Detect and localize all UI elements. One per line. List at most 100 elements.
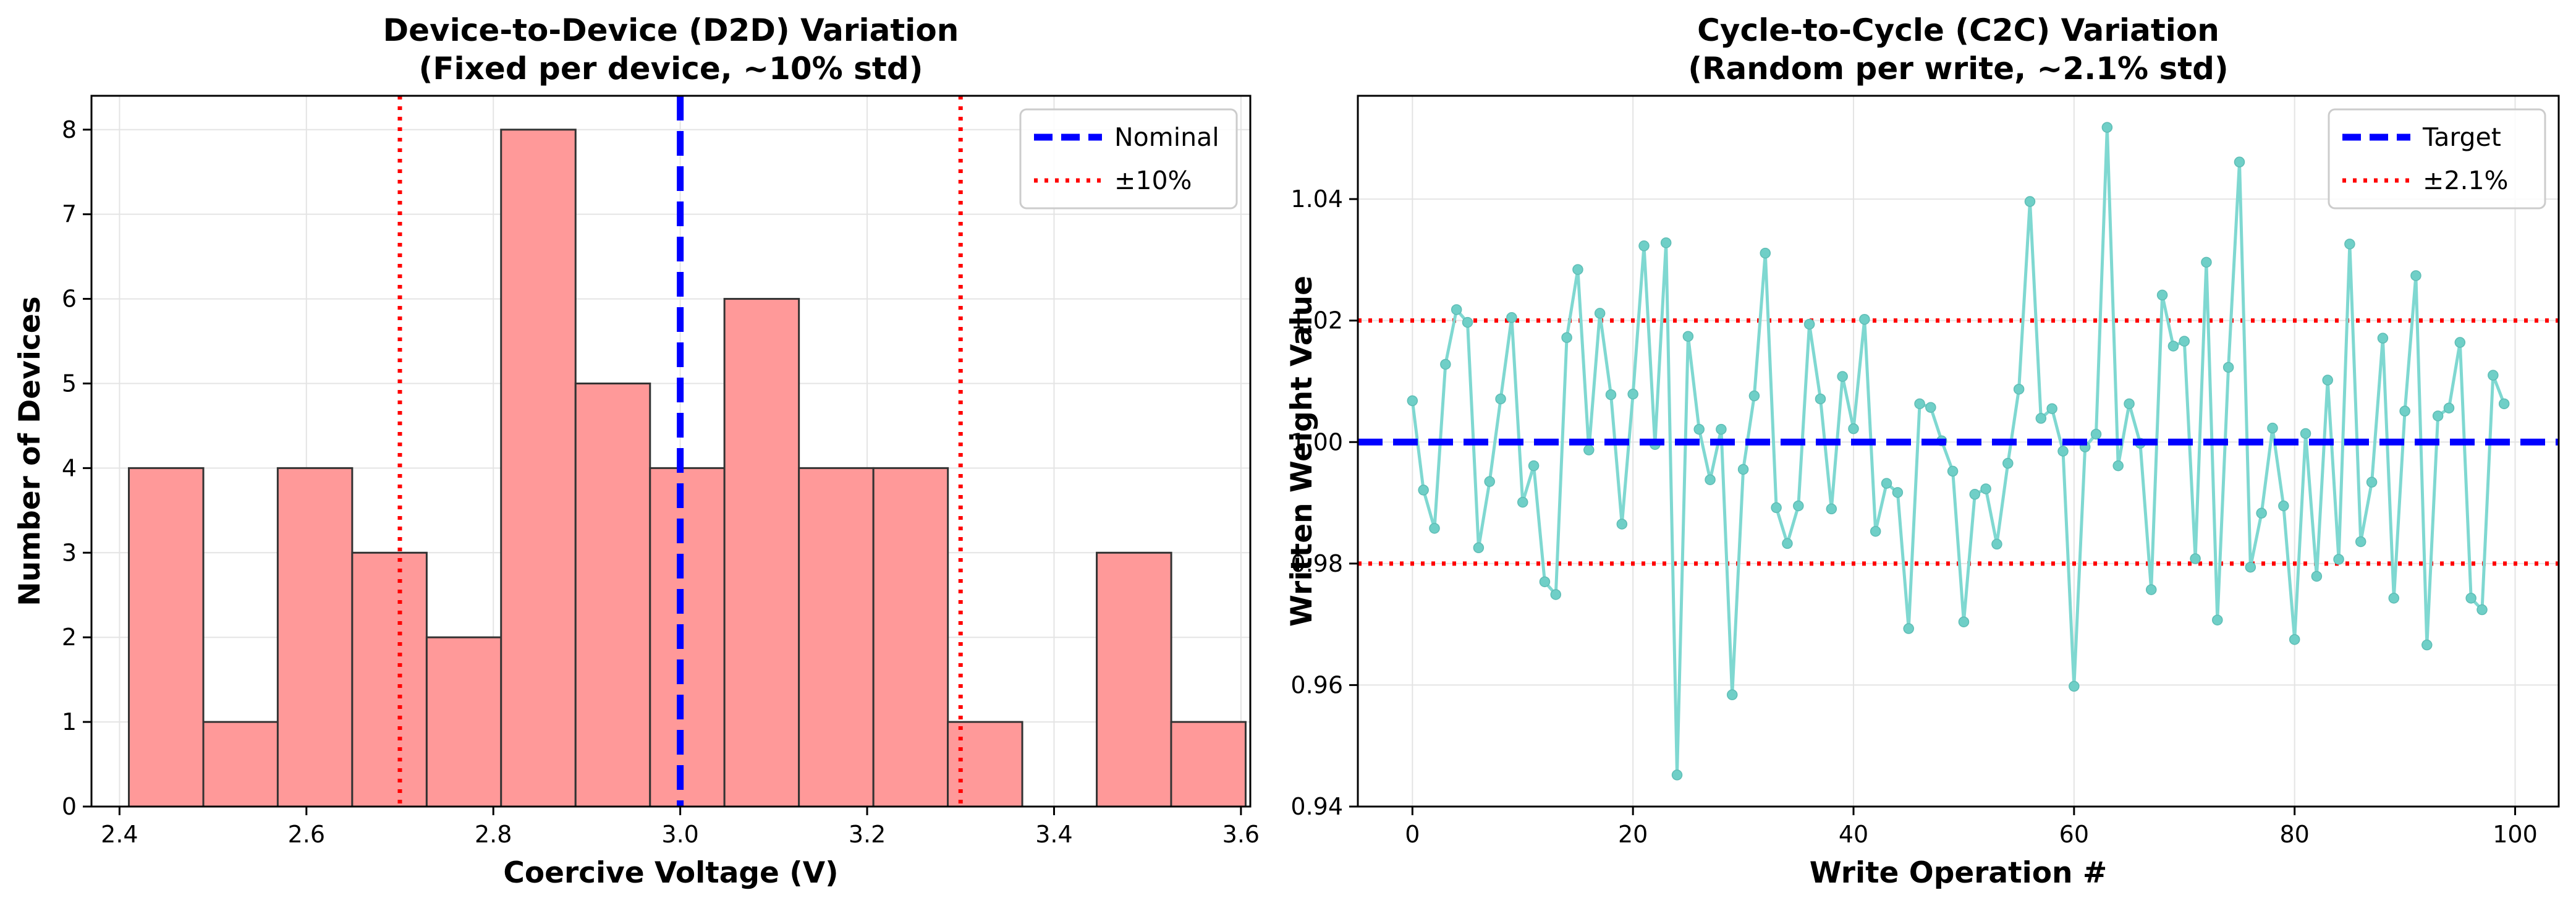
data-point [2101, 122, 2113, 133]
histogram-bar [1096, 551, 1172, 808]
data-point [2057, 446, 2069, 457]
data-point [2432, 410, 2444, 422]
data-point [1737, 464, 1749, 475]
y-axis-label: Number of Devices [13, 296, 47, 606]
data-point [1748, 390, 1760, 402]
data-point [2234, 156, 2245, 167]
histogram-bar [127, 467, 205, 808]
data-point [2344, 239, 2355, 250]
data-point [2454, 337, 2466, 348]
data-point [1473, 542, 1485, 554]
data-point [1705, 474, 1716, 485]
data-point [1848, 423, 1859, 434]
series-line [1410, 125, 2506, 777]
chart-title: Device-to-Device (D2D) Variation [383, 12, 959, 48]
data-point [2421, 639, 2433, 651]
x-tick-label: 3.4 [1035, 821, 1072, 848]
data-point [1693, 423, 1705, 435]
x-tick-label: 40 [1839, 821, 1868, 848]
chart-title: Cycle-to-Cycle (C2C) Variation [1697, 12, 2219, 48]
y-tick-label: 3 [62, 539, 77, 566]
histogram-bar [723, 298, 800, 808]
legend: Nominal ±10% [1019, 108, 1238, 210]
data-point [1760, 247, 1771, 259]
data-point [1815, 393, 1826, 405]
data-point [2112, 460, 2124, 472]
data-point [1881, 478, 1892, 489]
data-point [1892, 487, 1904, 498]
data-point [2366, 477, 2378, 488]
data-point [1495, 393, 1506, 405]
y-axis-label: Written Weight Value [1285, 276, 1319, 627]
data-point [2035, 413, 2047, 424]
data-point [1716, 423, 1727, 435]
data-point [1969, 489, 1981, 500]
y-tick-label: 2 [62, 624, 77, 651]
x-axis-label: Write Operation # [1810, 856, 2107, 890]
data-point [1517, 496, 1528, 508]
data-point [1407, 395, 1418, 407]
data-point [1980, 483, 1991, 494]
histogram-bar [574, 382, 651, 808]
histogram-bar [351, 551, 428, 808]
y-tick-label: 1.04 [1290, 185, 1343, 213]
data-point [1539, 576, 1551, 588]
data-point [1958, 616, 1970, 627]
data-point [1925, 402, 1936, 413]
x-tick-label: 100 [2493, 821, 2538, 848]
data-point [2498, 398, 2510, 410]
x-tick-label: 60 [2059, 821, 2089, 848]
data-point [2024, 196, 2036, 207]
legend-label: Target [2422, 122, 2501, 152]
histogram-bar [1170, 721, 1247, 808]
c2c-line-chart: 0 20 40 60 80 100 0.94 0.96 0.98 1.00 1.02 1.04 Cycl… [1285, 12, 2560, 890]
data-point [1837, 371, 1848, 382]
data-point [2399, 405, 2410, 417]
x-tick-label: 2.8 [475, 821, 512, 848]
data-point [2289, 633, 2300, 645]
data-point [1660, 237, 1672, 248]
data-point [2167, 341, 2179, 352]
x-tick-label: 3.2 [849, 821, 886, 848]
data-point [2212, 614, 2223, 625]
x-axis-label: Coercive Voltage (V) [503, 856, 838, 890]
x-tick-label: 2.6 [288, 821, 325, 848]
data-point [2046, 403, 2057, 414]
data-point [1440, 358, 1451, 370]
data-point [1572, 264, 1583, 275]
histogram-bar [202, 721, 279, 808]
data-point [2201, 256, 2212, 268]
y-tick-label: 0.94 [1290, 793, 1343, 820]
data-point [2322, 375, 2333, 386]
data-point [1859, 313, 1870, 325]
data-point [2355, 536, 2366, 548]
data-point [2090, 428, 2102, 440]
data-point [1561, 332, 1572, 343]
data-point [1870, 525, 1881, 537]
y-tick-label: 0 [62, 793, 77, 820]
x-tick-label: 0 [1405, 821, 1420, 848]
data-point [1671, 769, 1683, 781]
data-point [1793, 500, 1804, 512]
data-point [2179, 336, 2190, 347]
data-point [2377, 333, 2389, 344]
data-point [2190, 553, 2201, 564]
y-tick-label: 1.02 [1290, 307, 1343, 334]
data-point [2465, 593, 2476, 604]
data-point [2388, 593, 2400, 604]
data-point [1616, 519, 1628, 530]
data-point [1462, 316, 1473, 328]
y-tick-label: 6 [62, 286, 77, 313]
histogram-bar [947, 721, 1023, 808]
data-point [1550, 589, 1562, 600]
chart-subtitle: (Random per write, ~2.1% std) [1688, 51, 2229, 87]
y-tick-label: 4 [62, 454, 77, 481]
data-point [1484, 476, 1495, 487]
data-point [1991, 538, 2002, 550]
data-point [1583, 444, 1595, 456]
data-point [1418, 485, 1429, 496]
legend-label: ±10% [1114, 166, 1192, 195]
data-point [2300, 428, 2311, 439]
